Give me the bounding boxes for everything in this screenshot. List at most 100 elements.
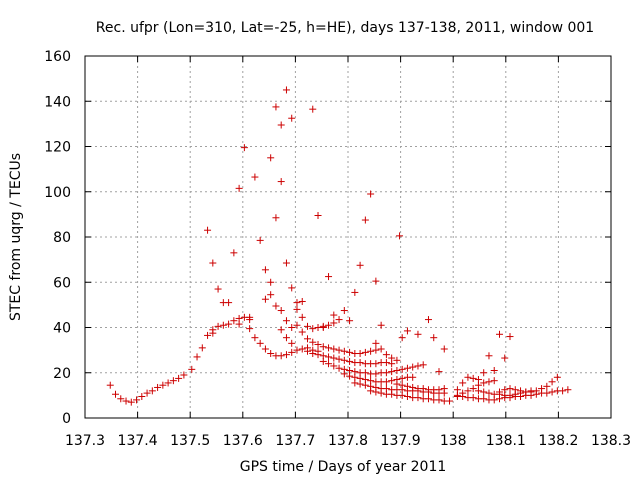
data-point bbox=[314, 212, 322, 220]
data-point bbox=[506, 385, 514, 393]
data-point bbox=[435, 396, 443, 404]
data-point bbox=[325, 353, 333, 361]
data-point bbox=[261, 266, 269, 274]
data-point bbox=[340, 370, 348, 378]
data-point bbox=[424, 316, 432, 324]
data-point bbox=[261, 345, 269, 353]
data-point bbox=[148, 387, 156, 395]
data-point bbox=[340, 356, 348, 364]
data-point bbox=[372, 346, 380, 354]
data-point bbox=[361, 381, 369, 389]
data-point bbox=[298, 328, 306, 336]
data-point bbox=[356, 380, 364, 388]
x-tick-label: 138 bbox=[440, 433, 467, 449]
data-point bbox=[282, 317, 290, 325]
data-point bbox=[527, 387, 535, 395]
chart-title: Rec. ufpr (Lon=310, Lat=-25, h=HE), days… bbox=[96, 20, 594, 36]
data-point bbox=[522, 388, 530, 396]
data-point bbox=[288, 339, 296, 347]
data-point bbox=[256, 236, 264, 244]
data-point bbox=[159, 381, 167, 389]
data-point bbox=[469, 374, 477, 382]
x-tick-label: 137.4 bbox=[118, 433, 158, 449]
data-point bbox=[464, 373, 472, 381]
data-point bbox=[272, 214, 280, 222]
x-tick-label: 137.6 bbox=[223, 433, 263, 449]
data-point bbox=[261, 295, 269, 303]
data-point bbox=[198, 344, 206, 352]
y-tick-label: 100 bbox=[44, 185, 71, 201]
data-point bbox=[340, 307, 348, 315]
data-point bbox=[459, 379, 467, 387]
data-point bbox=[361, 216, 369, 224]
data-point bbox=[459, 393, 467, 401]
data-point bbox=[377, 321, 385, 329]
data-point bbox=[314, 351, 322, 359]
data-point bbox=[414, 362, 422, 370]
data-point bbox=[314, 324, 322, 331]
data-point bbox=[548, 378, 556, 386]
data-point bbox=[506, 391, 514, 399]
data-point bbox=[164, 379, 172, 387]
data-point bbox=[214, 285, 222, 293]
data-point bbox=[409, 363, 417, 371]
data-point bbox=[256, 339, 264, 347]
data-point bbox=[303, 347, 311, 355]
y-tick-label: 160 bbox=[44, 49, 71, 65]
y-tick-label: 80 bbox=[53, 230, 71, 246]
data-point bbox=[214, 322, 222, 330]
data-point bbox=[367, 347, 375, 355]
data-point bbox=[117, 395, 125, 403]
data-point bbox=[490, 366, 498, 374]
x-axis: 137.3 137.4 137.5 137.6 137.7 137.8 137.9 138 13… bbox=[65, 56, 631, 449]
data-point bbox=[325, 321, 333, 329]
data-point bbox=[330, 311, 338, 319]
data-point bbox=[403, 327, 411, 335]
data-point bbox=[330, 362, 338, 370]
data-point bbox=[356, 261, 364, 269]
data-point bbox=[235, 320, 243, 328]
data-point bbox=[480, 369, 488, 377]
x-tick-label: 137.5 bbox=[170, 433, 210, 449]
data-point bbox=[272, 302, 280, 310]
data-point bbox=[372, 370, 380, 378]
data-point bbox=[319, 322, 327, 330]
data-point bbox=[414, 330, 422, 338]
data-point bbox=[367, 190, 375, 198]
data-point bbox=[246, 325, 254, 333]
data-point bbox=[209, 329, 217, 337]
data-point bbox=[282, 351, 290, 359]
data-point bbox=[346, 348, 354, 356]
y-tick-label: 60 bbox=[53, 275, 71, 291]
data-point bbox=[298, 345, 306, 353]
data-point bbox=[564, 386, 572, 394]
data-point bbox=[393, 366, 401, 374]
data-point bbox=[356, 350, 364, 358]
data-point bbox=[330, 319, 338, 327]
data-point bbox=[314, 340, 322, 348]
data-point bbox=[180, 371, 188, 379]
data-point bbox=[361, 369, 369, 377]
data-point bbox=[309, 105, 317, 113]
data-point bbox=[414, 394, 422, 402]
data-point bbox=[282, 259, 290, 267]
data-point bbox=[485, 389, 493, 397]
data-point bbox=[335, 346, 343, 354]
y-tick-label: 140 bbox=[44, 94, 71, 110]
data-point bbox=[303, 322, 311, 330]
data-point bbox=[356, 359, 364, 367]
data-point bbox=[517, 389, 525, 397]
data-point bbox=[474, 376, 482, 384]
x-tick-label: 138.1 bbox=[486, 433, 526, 449]
data-point bbox=[277, 178, 285, 186]
data-point bbox=[282, 86, 290, 94]
data-point bbox=[138, 393, 146, 401]
data-point bbox=[309, 338, 317, 346]
data-point bbox=[122, 397, 130, 405]
data-point bbox=[388, 390, 396, 398]
data-point bbox=[267, 154, 275, 162]
data-point bbox=[127, 398, 135, 406]
data-point bbox=[298, 297, 306, 305]
data-point bbox=[277, 307, 285, 315]
data-point bbox=[225, 320, 233, 328]
